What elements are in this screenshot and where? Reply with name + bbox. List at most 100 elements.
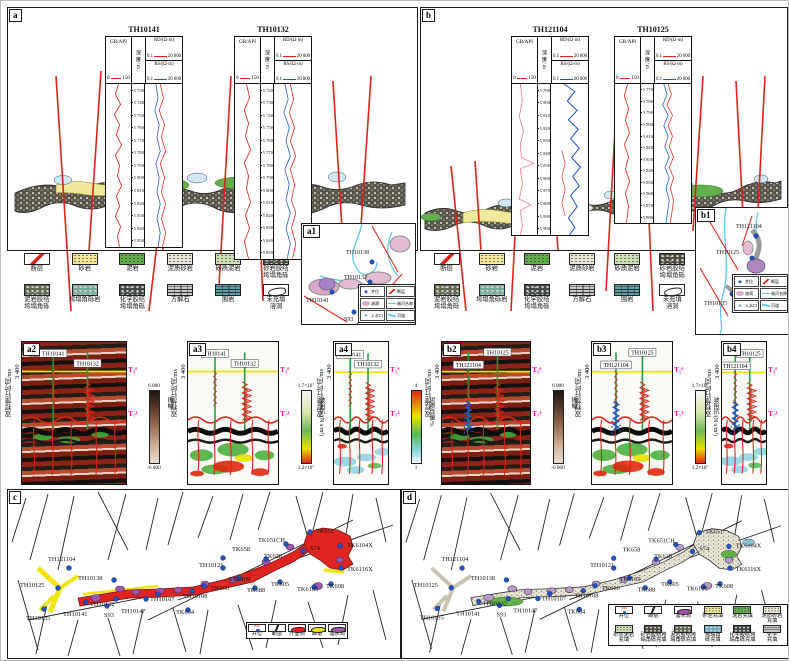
marker-bottom: T₇⁴ — [390, 409, 400, 418]
seismic-well-label: TH10125 — [739, 352, 761, 358]
y-axis-tick: 3 400 — [180, 364, 187, 379]
well-marker — [727, 565, 733, 571]
well-label: TH10132 — [483, 601, 507, 608]
depth-tick: 5 770 — [132, 137, 144, 143]
colorbar-min: 1 — [783, 465, 788, 471]
map-legend-item: 落水洞 — [668, 606, 698, 625]
well-label: TK628 — [264, 553, 282, 560]
depth-tick: 5 840 — [132, 225, 144, 231]
well-label: TH10125 — [20, 582, 45, 589]
mini-legend-item: 溶洞 — [360, 298, 385, 309]
well-label: TH10108 — [574, 593, 598, 600]
well-marker — [505, 596, 511, 602]
lith-legend-a: 断层 砂岩 泥岩 泥质砂岩 砂质泥岩 砂岩胶结 垮塌角砾 泥岩胶结 垮塌角砾 垮塌角砾岩 化学胶… — [13, 253, 301, 315]
map-legend-label: 化学 充填 — [766, 631, 778, 644]
well-name: TH121104 — [532, 25, 568, 34]
well-marker — [476, 598, 482, 605]
depth-tick: 5 830 — [132, 213, 144, 219]
depth-tick: 5 760 — [132, 125, 144, 131]
panel-d-label: d — [403, 491, 417, 504]
colorbar-max: 4 — [414, 383, 418, 389]
well-label: TH10135 — [704, 301, 727, 307]
well-marker — [41, 606, 47, 612]
gr-curve — [113, 84, 123, 247]
legend-swatch — [568, 283, 595, 296]
well-label: TH10121 — [590, 562, 614, 569]
map-legend-swatch — [674, 606, 693, 615]
well-label: TH10135 — [420, 614, 444, 621]
well-label: TH121104 — [441, 556, 469, 563]
mini-legend-item: 断层 — [760, 276, 788, 287]
well-marker — [535, 596, 541, 602]
horizon-markers: T₅⁶ T₇⁴ — [128, 341, 148, 485]
inset-a1: a1 TH10138 TH10132 TH10141 S93 井位断层溶洞暗河名称入水… — [301, 223, 416, 325]
legend-item: 垮塌角砾岩 — [469, 283, 514, 311]
depth-tick: 5 880 — [538, 200, 550, 206]
well-log-th10125: TH10125 GR/API 0 150 深度/m RD/(Ω·m) 0.1 20 … — [614, 25, 692, 224]
legend-label: 泥质砂岩 — [569, 265, 595, 272]
depth-tick: 5 850 — [132, 238, 144, 244]
mini-legend-item: 入水口 — [360, 310, 385, 321]
depth-tick: 5 770 — [261, 150, 273, 156]
map-legend-item: S48 井位 — [247, 624, 267, 637]
seismic-well-label: TH10132 — [233, 362, 256, 368]
well-log-header: GR/API 0 150 深度/m RD/(Ω·m) 0.1 20 000 RS/(… — [105, 36, 183, 84]
depth-track: 5 730 5 740 5 750 5 760 5 770 5 780 5 790 5 800… — [132, 84, 145, 247]
legend-item: 围岩 — [204, 283, 252, 311]
legend-label: 围岩 — [221, 295, 235, 303]
seismic-panel-label: a4 — [335, 343, 352, 356]
colorbar-min: -6 000 — [551, 465, 565, 471]
colorbar-label: 泥质含量/% — [428, 397, 434, 427]
seismic-well-label: TH10132 — [357, 362, 379, 368]
panel-b-label: b — [422, 9, 436, 22]
marker-top: T₅⁶ — [280, 365, 290, 374]
depth-track: 5 720 5 730 5 740 5 750 5 760 5 770 5 780 5 790… — [261, 84, 274, 259]
legend-item: 泥岩 — [514, 253, 559, 280]
well-marker — [689, 548, 696, 554]
well-label: TK651 — [705, 529, 723, 536]
map-legend-swatch — [644, 606, 663, 614]
depth-tick: 5 810 — [641, 133, 653, 139]
well-marker — [220, 555, 226, 561]
legend-item: 砂质泥岩 — [605, 253, 650, 280]
legend-label: 泥岩胶结 垮塌角砾 — [433, 295, 460, 310]
map-legend-label: 砂岩充填 — [702, 613, 724, 619]
map-legend-item: 断层 — [639, 606, 669, 625]
map-legend-item: 砂质泥岩 充填 — [609, 624, 639, 644]
colorbar-min: 1 — [414, 465, 418, 471]
depth-tick: 5 760 — [261, 137, 273, 143]
well-marker — [111, 577, 117, 583]
faults — [699, 215, 753, 317]
colorbar-max: 1.7×10⁷ — [297, 383, 315, 389]
map-legend-swatch — [268, 624, 286, 632]
seismic-panel-a3: a3 TH10141 TH10132 — [187, 341, 279, 485]
well-marker — [328, 581, 334, 587]
channel-icon — [388, 313, 396, 318]
mini-legend-item: 暗河名称 — [760, 288, 788, 299]
well-marker — [311, 584, 317, 590]
well-label: TH10147 — [513, 607, 537, 614]
legend-item: 未充填 溶洞 — [650, 283, 695, 311]
legend-item: 垮塌角砾岩 — [61, 283, 109, 311]
legend-item: 方解石 — [559, 283, 604, 311]
depth-tick: 5 850 — [538, 163, 550, 169]
depth-tick: 5 790 — [538, 87, 550, 93]
colorbar-max: 6 000 — [552, 383, 564, 389]
horizon-markers: T₅⁶ T₇⁴ — [674, 341, 694, 485]
legend-label: 化学胶结 垮塌角砾 — [524, 295, 550, 310]
seismic-overlay: TH121104 TH10125 — [442, 347, 530, 476]
depth-tick: 5 810 — [538, 112, 550, 118]
well-label: TK605 — [271, 581, 289, 588]
well-label: TK604 — [567, 608, 586, 615]
well-icon — [362, 289, 370, 294]
well-log-th10132: TH10132 GR/API 0 150 深度/m RD/(Ω·m) 0.1 20 … — [234, 25, 312, 260]
seismic-panel-b4: b4 TH121104 TH10125 — [721, 341, 767, 485]
depth-tick: 5 800 — [261, 187, 273, 193]
marker-bottom: T₇⁴ — [768, 409, 778, 418]
well-marker — [220, 565, 226, 571]
seismic-well-label: TH10141 — [204, 352, 227, 358]
legend-item: 化学胶结 垮塌角砾 — [109, 283, 157, 311]
well-marker — [496, 602, 503, 609]
legend-label: 泥质砂岩 — [167, 265, 193, 272]
